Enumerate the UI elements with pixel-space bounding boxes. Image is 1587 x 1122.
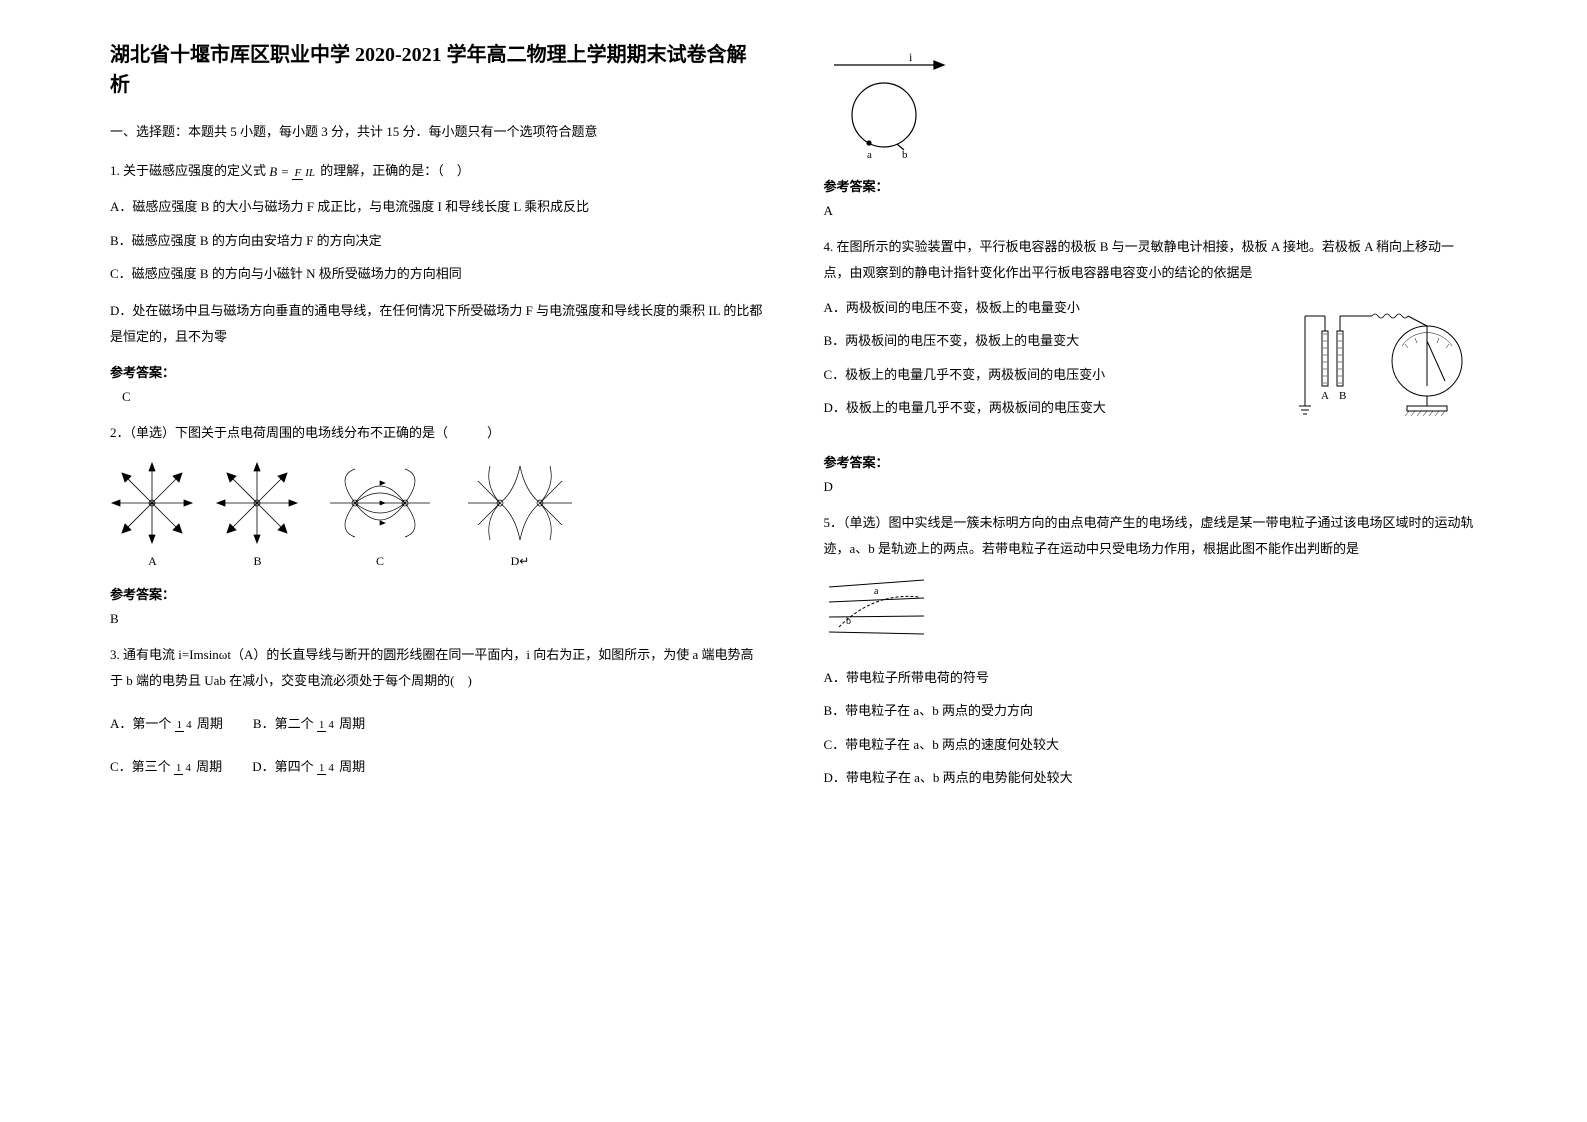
left-column: 湖北省十堰市厍区职业中学 2020-2021 学年高二物理上学期期末试卷含解析 … [80,40,794,1082]
q2-answer-label: 参考答案： [110,584,764,603]
q2-answer: B [110,611,764,627]
svg-text:i: i [909,50,913,64]
q3-opt-a: A．第一个 14 周期 [110,712,223,735]
q3-opt-d: D．第四个 14 周期 [252,755,365,778]
field-diagram-a-icon: + [110,461,195,546]
q1-stem: 1. 关于磁感应强度的定义式 B = FIL 的理解，正确的是：（ ） [110,158,764,185]
q3-answer-label: 参考答案： [824,176,1478,195]
q5-opt-c: C．带电粒子在 a、b 两点的速度何处较大 [824,733,1478,756]
q3-answer: A [824,203,1478,219]
field-line-diagrams: + A − B [110,461,764,569]
field-diagram-d-icon [460,461,580,546]
formula-b-fil: B = FIL [269,159,317,185]
diagram-b: − B [215,461,300,569]
field-trajectory-icon: a b [824,572,934,652]
field-diagram-c-icon [320,461,440,546]
q4-answer: D [824,479,1478,495]
exam-title: 湖北省十堰市厍区职业中学 2020-2021 学年高二物理上学期期末试卷含解析 [110,40,764,100]
q5-opt-d: D．带电粒子在 a、b 两点的电势能何处较大 [824,766,1478,789]
svg-text:a: a [874,586,879,597]
diagram-d: D↵ [460,461,580,569]
q1-options: A．磁感应强度 B 的大小与磁场力 F 成正比，与电流强度 I 和导线长度 L … [110,195,764,285]
q5-opt-b: B．带电粒子在 a、b 两点的受力方向 [824,699,1478,722]
q3-options: A．第一个 14 周期 B．第二个 14 周期 C．第三个 14 周期 D．第四… [110,702,764,789]
q1-opt-d: D．处在磁场中且与磁场方向垂直的通电导线，在任何情况下所受磁场力 F 与电流强度… [110,298,764,350]
frac-1-4-icon: 14 [317,719,336,731]
q5-field-trajectory-diagram: a b [824,572,1478,656]
frac-1-4-icon: 14 [175,719,194,731]
q1-answer: C [110,389,764,405]
q1-opt-b: B．磁感应强度 B 的方向由安培力 F 的方向决定 [110,229,764,252]
q3-opt-b: B．第二个 14 周期 [253,712,365,735]
q5-stem: 5．（单选）图中实线是一簇未标明方向的由点电荷产生的电场线，虚线是某一带电粒子通… [824,510,1478,562]
q3-circuit-diagram: i a b [824,50,1478,164]
q4-apparatus-diagram: A B [1297,286,1477,430]
q1-stem-post: 的理解，正确的是：（ ） [320,163,470,178]
q5-options: A．带电粒子所带电荷的符号 B．带电粒子在 a、b 两点的受力方向 C．带电粒子… [824,666,1478,790]
svg-text:b: b [902,149,908,160]
q1-opt-c: C．磁感应强度 B 的方向与小磁针 N 极所受磁场力的方向相同 [110,262,764,285]
q4-answer-label: 参考答案： [824,452,1478,471]
q2-stem: 2．（单选）下图关于点电荷周围的电场线分布不正确的是（ ） [110,420,764,446]
diagram-d-label: D↵ [460,554,580,569]
q1-stem-pre: 1. 关于磁感应强度的定义式 [110,163,266,178]
svg-text:−: − [254,498,260,509]
diagram-c-label: C [320,554,440,569]
q4-stem: 4. 在图所示的实验装置中，平行板电容器的极板 B 与一灵敏静电计相接，极板 A… [824,234,1478,286]
svg-text:b: b [846,616,851,627]
right-column: i a b 参考答案： A 4. 在图所示的实验装置中，平行板电容器的极板 B … [794,40,1508,1082]
capacitor-electroscope-icon: A B [1297,286,1477,426]
q1-answer-label: 参考答案： [110,362,764,381]
diagram-b-label: B [215,554,300,569]
field-diagram-b-icon: − [215,461,300,546]
frac-1-4-icon: 14 [317,762,336,774]
q5-opt-a: A．带电粒子所带电荷的符号 [824,666,1478,689]
diagram-a: + A [110,461,195,569]
q3-opt-c: C．第三个 14 周期 [110,755,222,778]
wire-coil-icon: i a b [824,50,954,160]
diagram-a-label: A [110,554,195,569]
section-header: 一、选择题：本题共 5 小题，每小题 3 分，共计 15 分．每小题只有一个选项… [110,120,764,143]
q3-stem: 3. 通有电流 i=Imsinωt（A）的长直导线与断开的圆形线圈在同一平面内，… [110,642,764,694]
diagram-c: C [320,461,440,569]
q1-opt-a: A．磁感应强度 B 的大小与磁场力 F 成正比，与电流强度 I 和导线长度 L … [110,195,764,218]
frac-1-4-icon: 14 [174,762,193,774]
svg-text:+: + [149,499,154,509]
svg-text:a: a [867,149,872,160]
svg-text:B: B [1339,390,1346,402]
svg-text:A: A [1321,390,1329,402]
question-1: 1. 关于磁感应强度的定义式 B = FIL 的理解，正确的是：（ ） A．磁感… [110,158,764,285]
